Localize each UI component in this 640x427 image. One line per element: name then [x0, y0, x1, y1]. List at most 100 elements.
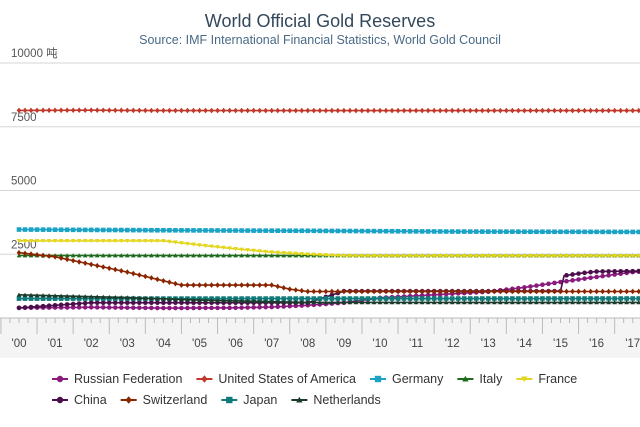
data-point-netherlands	[600, 300, 605, 305]
data-point-japan	[383, 296, 389, 301]
data-point-germany	[329, 228, 335, 234]
data-point-united-states-of-america	[137, 107, 142, 114]
data-point-switzerland	[431, 288, 437, 295]
data-point-china	[118, 300, 124, 306]
data-point-china	[329, 292, 335, 298]
data-point-switzerland	[215, 282, 220, 288]
legend-item-netherlands[interactable]: Netherlands	[291, 393, 381, 407]
data-point-united-states-of-america	[516, 107, 521, 114]
data-point-united-states-of-america	[552, 107, 557, 114]
legend-item-russian-federation[interactable]: Russian Federation	[52, 372, 182, 386]
data-point-japan	[600, 296, 605, 301]
data-point-germany	[564, 229, 569, 235]
data-point-france	[179, 241, 184, 246]
data-point-china	[16, 305, 22, 311]
data-point-russian-federation	[522, 285, 527, 290]
data-point-united-states-of-america	[143, 107, 148, 114]
legend-item-japan[interactable]: Japan	[221, 393, 277, 407]
data-point-netherlands	[407, 300, 413, 305]
data-point-germany	[118, 227, 124, 233]
series-united-states-of-america	[16, 107, 640, 114]
data-point-russian-federation	[149, 305, 154, 311]
data-point-france	[16, 239, 22, 244]
data-point-united-states-of-america	[131, 107, 136, 114]
data-point-italy	[161, 253, 166, 258]
x-tick-label-2017: '17	[625, 338, 640, 350]
data-point-united-states-of-america	[534, 107, 539, 114]
data-point-japan	[449, 296, 455, 301]
data-point-germany	[588, 229, 593, 235]
data-point-france	[287, 251, 293, 256]
legend-label-china: China	[74, 393, 107, 407]
data-point-switzerland	[419, 288, 425, 295]
data-point-russian-federation	[275, 304, 281, 310]
data-point-switzerland	[22, 250, 28, 257]
data-point-united-states-of-america	[401, 107, 407, 114]
data-point-china	[167, 300, 172, 306]
data-point-germany	[510, 229, 515, 234]
legend-item-china[interactable]: China	[52, 393, 107, 407]
data-point-germany	[100, 227, 106, 233]
legend-item-united-states-of-america[interactable]: United States of America	[196, 372, 356, 386]
data-point-switzerland	[221, 282, 226, 288]
legend-item-italy[interactable]: Italy	[457, 372, 503, 386]
data-point-germany	[239, 228, 244, 233]
data-point-japan	[461, 296, 467, 301]
data-point-japan	[28, 296, 34, 301]
data-point-united-states-of-america	[281, 107, 287, 114]
data-point-russian-federation	[257, 304, 262, 310]
data-point-switzerland	[281, 285, 287, 291]
data-point-russian-federation	[227, 305, 232, 311]
data-point-switzerland	[504, 288, 509, 295]
data-point-france	[58, 239, 64, 244]
legend-swatch-marker	[201, 375, 208, 383]
data-point-netherlands	[492, 300, 497, 305]
data-point-switzerland	[88, 261, 94, 268]
data-point-germany	[618, 229, 623, 235]
data-point-france	[94, 239, 100, 244]
data-point-netherlands	[383, 300, 389, 305]
data-point-russian-federation	[179, 305, 184, 311]
data-point-germany	[209, 228, 214, 233]
data-point-japan	[582, 296, 587, 301]
data-point-united-states-of-america	[311, 107, 317, 114]
data-point-russian-federation	[191, 305, 196, 311]
x-tick-label-2000: '00	[12, 338, 27, 350]
data-point-japan	[546, 296, 551, 301]
legend-item-switzerland[interactable]: Switzerland	[120, 393, 208, 407]
data-point-france	[528, 254, 533, 259]
data-point-china	[155, 300, 160, 306]
data-point-germany	[570, 229, 575, 235]
data-point-france	[492, 254, 497, 259]
data-point-switzerland	[612, 288, 617, 295]
data-point-france	[305, 252, 311, 257]
data-point-germany	[323, 228, 329, 234]
data-point-switzerland	[377, 288, 383, 295]
data-point-france	[323, 253, 329, 258]
data-point-united-states-of-america	[221, 107, 226, 114]
data-point-japan	[233, 296, 238, 301]
data-point-japan	[40, 296, 46, 301]
data-point-netherlands	[546, 300, 551, 305]
legend-label-germany: Germany	[392, 372, 444, 386]
data-point-switzerland	[28, 251, 34, 257]
legend-item-france[interactable]: France	[516, 372, 577, 386]
data-point-france	[82, 239, 88, 244]
data-point-united-states-of-america	[443, 107, 449, 114]
data-point-germany	[215, 228, 220, 233]
data-point-russian-federation	[137, 305, 142, 311]
data-point-russian-federation	[143, 305, 148, 311]
data-point-japan	[311, 296, 317, 301]
data-point-united-states-of-america	[455, 107, 461, 114]
data-point-netherlands	[588, 300, 593, 305]
data-point-italy	[64, 253, 70, 258]
data-point-switzerland	[58, 255, 64, 261]
data-point-russian-federation	[293, 303, 299, 309]
data-point-france	[197, 243, 202, 248]
data-point-switzerland	[528, 288, 533, 295]
data-point-france	[431, 254, 437, 259]
legend-item-germany[interactable]: Germany	[369, 372, 444, 386]
data-point-china	[576, 271, 581, 276]
data-point-switzerland	[467, 288, 473, 295]
